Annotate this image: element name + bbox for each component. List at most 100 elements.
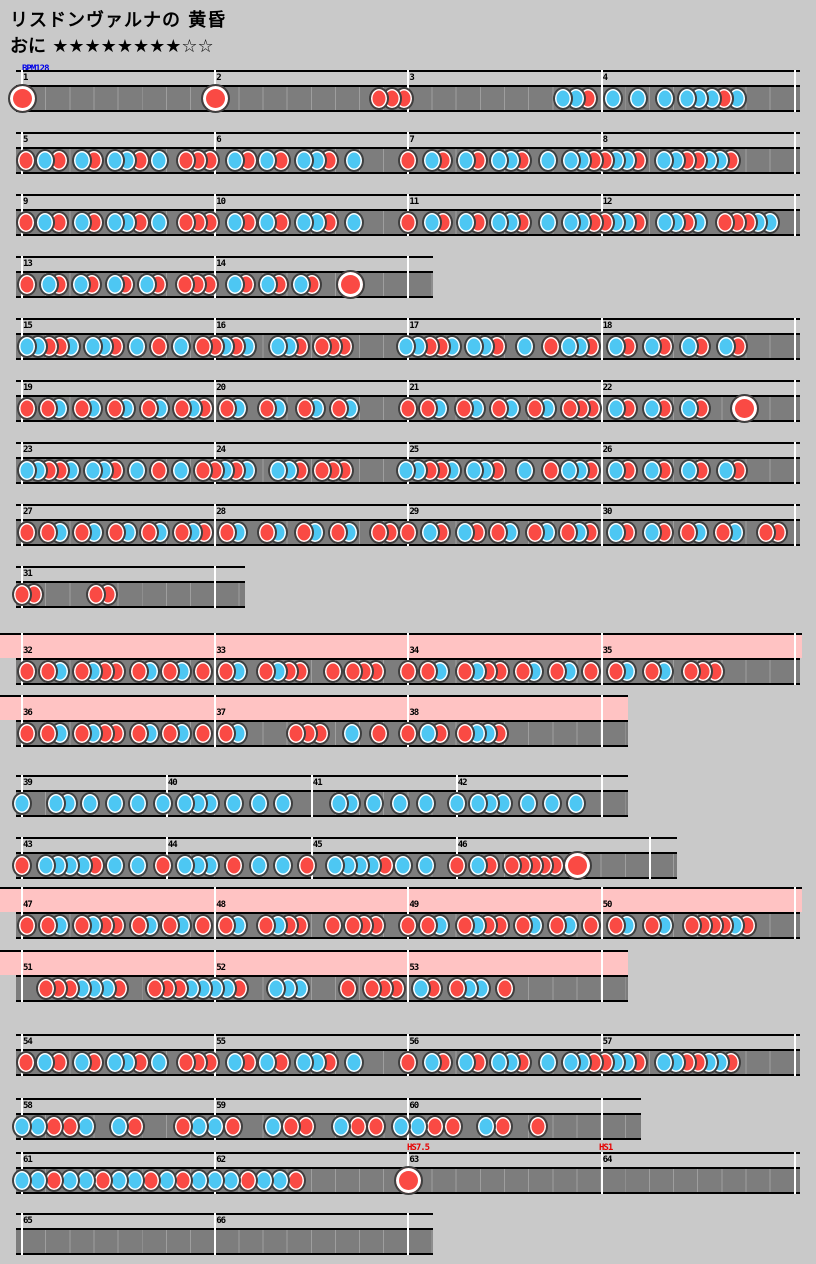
note-don (560, 397, 581, 420)
note-ka (104, 211, 125, 234)
note-ka (344, 211, 365, 234)
measure-number: 29 (409, 507, 419, 517)
note-don (715, 211, 736, 234)
note-ka (224, 1051, 245, 1074)
note-ka (642, 459, 663, 482)
note-ka (35, 1051, 56, 1074)
note-ka (419, 521, 440, 544)
note-don (446, 977, 467, 1000)
note-don (362, 977, 383, 1000)
measure-number: 14 (216, 259, 226, 269)
note-ka (421, 1051, 442, 1074)
note-ka (464, 459, 485, 482)
note-ka (344, 1051, 365, 1074)
note-ka (80, 792, 101, 815)
note-ka (605, 397, 626, 420)
measure-line (214, 380, 217, 422)
note-don (256, 521, 277, 544)
note-don (417, 397, 438, 420)
measure-number: 57 (602, 1037, 613, 1047)
measure-number: 1 (23, 73, 29, 83)
measure-number: 18 (602, 321, 613, 331)
note-ka (642, 397, 663, 420)
note-don (256, 914, 277, 937)
note-ka (12, 1115, 32, 1138)
measure-line (407, 950, 410, 1002)
note-ka (390, 792, 411, 815)
measure-line (600, 1152, 603, 1194)
note-ka (655, 87, 676, 110)
note-don (495, 977, 515, 1000)
note-ka (566, 792, 587, 815)
note-don (322, 660, 343, 683)
note-ka (83, 459, 104, 482)
measure-number: 17 (409, 321, 419, 331)
measure-number: 50 (602, 900, 613, 910)
note-ka (468, 792, 489, 815)
measure-number: 47 (23, 900, 33, 910)
measure-number: 63 (409, 1155, 419, 1165)
note-don (642, 660, 663, 683)
note-don (581, 660, 602, 683)
measure-line (793, 1034, 796, 1076)
measure-number: 2 (216, 73, 222, 83)
note-ka (225, 273, 246, 296)
note-ka (12, 1169, 32, 1192)
note-don-big (563, 851, 592, 880)
note-ka (104, 149, 125, 172)
note-don (172, 1115, 193, 1138)
note-ka (716, 335, 737, 358)
note-ka (464, 335, 485, 358)
measure-number: 46 (457, 840, 468, 850)
note-ka (364, 792, 385, 815)
note-don (605, 660, 626, 683)
note-don (193, 722, 213, 745)
note-don (398, 397, 419, 420)
note-don (454, 914, 475, 937)
note-don (217, 397, 237, 420)
measure-number: 43 (23, 840, 33, 850)
note-don (12, 854, 32, 877)
measure-line (407, 256, 410, 298)
measure-line (214, 695, 217, 747)
note-ka (410, 977, 431, 1000)
measure-rule (0, 695, 628, 697)
note-don-big (200, 84, 230, 113)
note-ka (294, 1051, 315, 1074)
note-don (215, 914, 236, 937)
note-ka (537, 211, 558, 234)
note-don (175, 273, 196, 296)
note-ka (417, 722, 438, 745)
note-don (327, 521, 348, 544)
note-ka (558, 459, 579, 482)
note-don (446, 854, 467, 877)
note-ka (467, 854, 488, 877)
measure-line (793, 504, 796, 546)
note-don (756, 521, 777, 544)
note-ka (257, 211, 278, 234)
note-don (224, 854, 245, 877)
note-don (128, 660, 149, 683)
note-ka (104, 273, 125, 296)
note-ka (330, 1115, 351, 1138)
measure-line (600, 775, 603, 817)
note-ka (149, 149, 170, 172)
note-don (12, 583, 32, 606)
note-don (215, 660, 236, 683)
note-ka (605, 521, 626, 544)
note-don (398, 722, 419, 745)
note-ka (395, 459, 416, 482)
hs-speed-label: HS1 (599, 1143, 613, 1153)
note-don (311, 459, 332, 482)
note-ka (560, 149, 581, 172)
measure-rule (0, 887, 802, 889)
note-ka (35, 149, 56, 172)
note-ka (71, 1051, 92, 1074)
note-don (38, 397, 59, 420)
note-ka (390, 1115, 411, 1138)
note-don (512, 660, 533, 683)
note-ka (415, 854, 436, 877)
measure-line (407, 1213, 410, 1255)
note-ka (537, 1051, 558, 1074)
note-don-big (7, 84, 37, 113)
